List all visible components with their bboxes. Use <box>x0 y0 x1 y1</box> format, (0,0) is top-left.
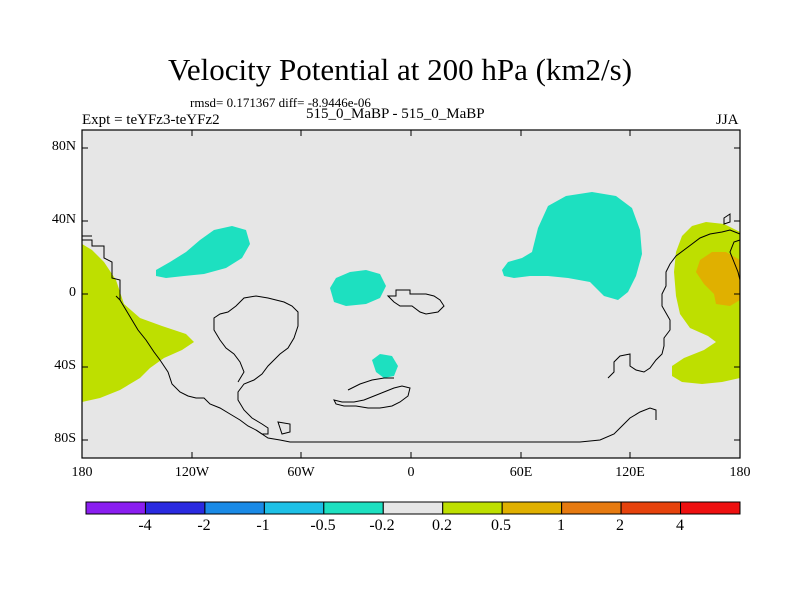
colorbar-box-7 <box>501 501 563 515</box>
colorbar-label-8: 2 <box>616 517 624 534</box>
stats-label: rmsd= 0.171367 diff= -8.9446e-06 <box>190 95 371 110</box>
lon-label-120w: 120W <box>174 465 210 480</box>
colorbar-label-1: -2 <box>197 517 211 534</box>
colorbar-box-8 <box>561 501 622 515</box>
lon-label-120e: 120E <box>615 465 645 480</box>
lon-label-180e: 180 <box>729 465 751 480</box>
colorbar-box-3 <box>263 501 325 515</box>
coastline-australia <box>607 229 741 379</box>
atlantic-cyan <box>330 270 386 306</box>
coastline-americas <box>82 239 299 435</box>
colorbar-box-9 <box>620 501 682 515</box>
colorbar-box-4 <box>323 501 384 515</box>
lat-label-40s: 40S <box>54 358 76 373</box>
coastline-antarctic-peninsula <box>277 421 291 435</box>
south-atlantic-cyan <box>372 354 398 378</box>
colorbar-box-5 <box>382 501 444 515</box>
asia-cyan <box>502 192 642 300</box>
colorbar-label-4: -0.2 <box>369 517 395 534</box>
colorbar-label-5: 0.2 <box>432 517 452 534</box>
lat-label-80n: 80N <box>51 139 76 154</box>
coastline-antarctica <box>255 407 657 443</box>
page-title: Velocity Potential at 200 hPa (km2/s) <box>167 52 633 87</box>
colorbar-box-6 <box>442 501 503 515</box>
colorbar-label-7: 1 <box>557 517 565 534</box>
colorbar-box-1 <box>144 501 206 515</box>
colorbar-label-3: -0.5 <box>310 517 336 534</box>
coastline-east-asia <box>723 213 741 281</box>
east-pacific-dipole <box>82 244 194 402</box>
colorbar-label-0: -4 <box>138 517 152 534</box>
colorbar-label-9: 4 <box>676 517 684 534</box>
lon-label-180w: 180 <box>71 465 93 480</box>
experiment-label: Expt = teYFz3-teYFz2 <box>82 112 220 128</box>
season-label: JJA <box>716 112 739 128</box>
lon-label-60w: 60W <box>287 465 315 480</box>
lat-label-80s: 80S <box>54 431 76 446</box>
colorbar-label-6: 0.5 <box>491 517 511 534</box>
coastline-greenland <box>82 235 121 301</box>
coastlines <box>82 213 741 443</box>
colorbar <box>85 501 741 515</box>
center-label: 515_0_MaBP - 515_0_MaBP <box>306 106 485 122</box>
colorbar-box-10 <box>680 501 741 515</box>
lat-label-40n: 40N <box>51 212 76 227</box>
colorbar-box-0 <box>85 501 146 515</box>
west-pacific-orange <box>696 252 740 306</box>
map-ticks <box>82 130 740 458</box>
lon-label-0: 0 <box>407 465 415 480</box>
lat-label-0: 0 <box>69 285 76 300</box>
lon-label-60e: 60E <box>509 465 533 480</box>
coastline-south-africa <box>333 377 411 409</box>
coastline-africa <box>386 289 445 315</box>
colorbar-label-2: -1 <box>256 517 270 534</box>
colorbar-box-2 <box>204 501 265 515</box>
mexico-cyan <box>156 226 250 278</box>
